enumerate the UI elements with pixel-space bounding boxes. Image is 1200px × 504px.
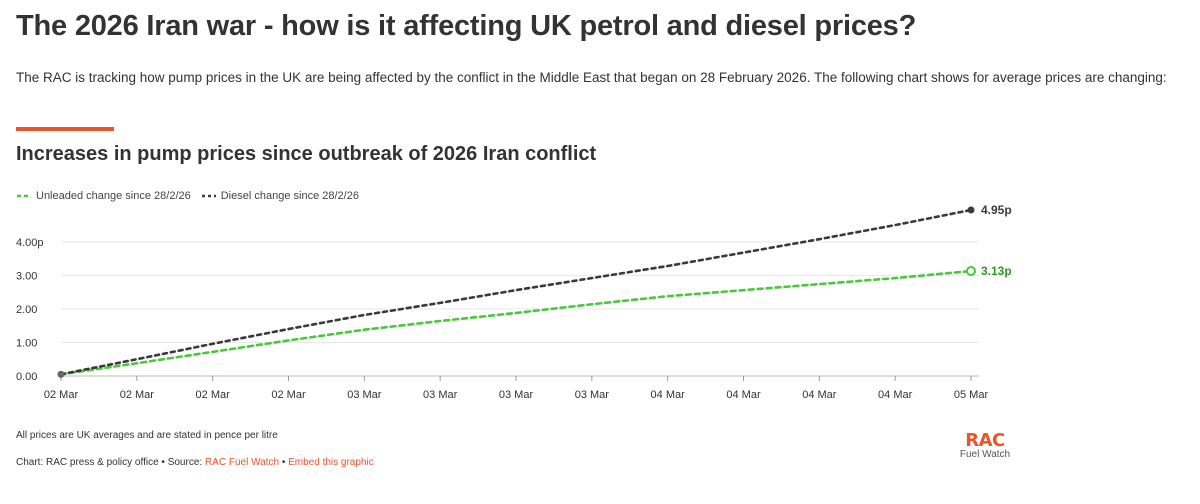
- x-tick-label-5: 03 Mar: [423, 389, 458, 401]
- grid-layer: [61, 241, 979, 377]
- label-layer: 3.13p 4.95p: [981, 203, 1012, 278]
- legend-swatch-diesel: [201, 194, 216, 198]
- x-tick-label-8: 04 Mar: [651, 389, 686, 401]
- series-layer: [57, 206, 976, 378]
- x-tick-label-4: 03 Mar: [347, 389, 382, 401]
- y-tick-label-4: 4.00p: [16, 237, 44, 249]
- end-point-unleaded: [966, 266, 976, 277]
- y-tick-label-3: 3.00: [16, 270, 37, 282]
- y-tick-label-1: 1.00: [16, 337, 37, 349]
- series-line-unleaded: [59, 269, 973, 376]
- series-line-diesel: [59, 208, 973, 376]
- x-tick-label-9: 04 Mar: [726, 389, 761, 401]
- x-tick-label-12: 05 Mar: [954, 389, 989, 401]
- source-line: Chart: RAC press & policy office • Sourc…: [16, 457, 374, 468]
- source-link[interactable]: RAC Fuel Watch: [204, 457, 280, 468]
- credit-text: Chart: RAC press & policy office • Sourc…: [16, 457, 205, 468]
- end-label-unleaded: 3.13p: [981, 264, 1012, 278]
- x-tick-label-0: 02 Mar: [44, 389, 79, 401]
- intro-text: The RAC is tracking how pump prices in t…: [16, 70, 1167, 85]
- rac-logo-mark: RAC: [965, 430, 1005, 451]
- x-tick-label-3: 02 Mar: [271, 389, 306, 401]
- x-tick-label-2: 02 Mar: [196, 389, 231, 401]
- chart-title: Increases in pump prices since outbreak …: [16, 143, 597, 165]
- accent-bar: [16, 127, 114, 131]
- embed-link[interactable]: Embed this graphic: [288, 457, 374, 468]
- axis-layer: 0.00 1.00 2.00 3.00 4.00p 02 Mar 02 Mar 02 Mar 0…: [16, 237, 988, 401]
- footnote: All prices are UK averages and are state…: [16, 430, 278, 441]
- end-point-diesel: [967, 206, 975, 214]
- x-tick-label-1: 02 Mar: [120, 389, 155, 401]
- x-tick-label-10: 04 Mar: [802, 389, 837, 401]
- separator: •: [279, 457, 289, 468]
- x-tick-label-7: 03 Mar: [575, 389, 610, 401]
- y-tick-label-0: 0.00: [16, 371, 37, 383]
- line-chart: 0.00 1.00 2.00 3.00 4.00p 02 Mar 02 Mar 02 Mar 0…: [16, 203, 1012, 401]
- legend-item-diesel[interactable]: Diesel change since 28/2/26: [201, 190, 359, 202]
- legend-item-unleaded[interactable]: Unleaded change since 28/2/26: [16, 190, 191, 202]
- start-point-1: [57, 370, 65, 378]
- x-tick-label-11: 04 Mar: [878, 389, 913, 401]
- end-label-diesel: 4.95p: [981, 203, 1012, 217]
- rac-logo-subtitle: Fuel Watch: [959, 449, 1011, 460]
- y-tick-label-2: 2.00: [16, 304, 37, 316]
- x-tick-label-6: 03 Mar: [499, 389, 534, 401]
- legend-label-unleaded: Unleaded change since 28/2/26: [36, 190, 191, 202]
- legend-swatch-unleaded: [17, 194, 31, 198]
- rac-logo[interactable]: RAC Fuel Watch: [940, 430, 1030, 460]
- legend-label-diesel: Diesel change since 28/2/26: [220, 190, 359, 202]
- page-title: The 2026 Iran war - how is it affecting …: [16, 10, 917, 42]
- chart-legend: Unleaded change since 28/2/26 Diesel cha…: [16, 190, 359, 202]
